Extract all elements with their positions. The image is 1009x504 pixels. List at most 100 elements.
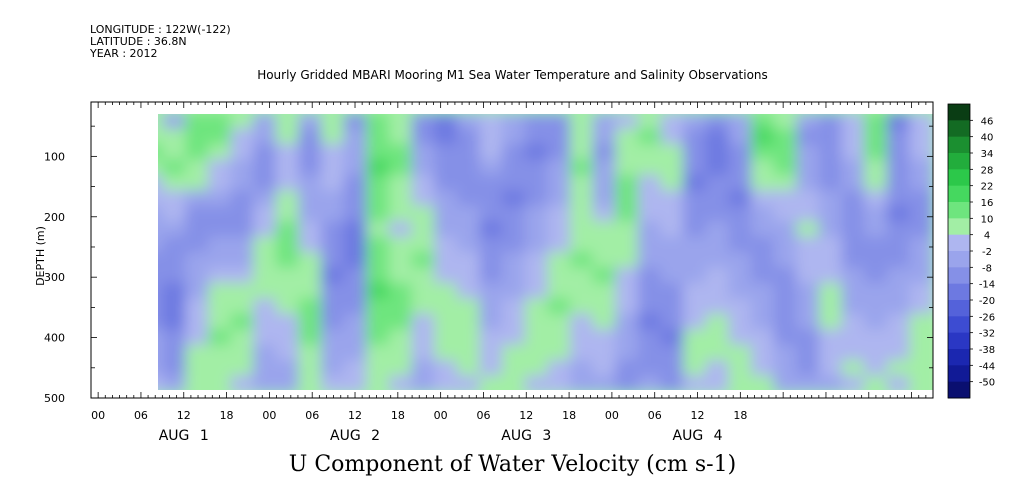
heatmap-cell	[886, 114, 912, 131]
heatmap-cell	[728, 360, 753, 378]
heatmap-cell	[275, 114, 301, 131]
heatmap-cell	[728, 128, 753, 146]
heatmap-cell	[275, 143, 301, 162]
heatmap-cell	[728, 205, 753, 224]
heatmap-cell	[298, 282, 323, 301]
heatmap-cell	[683, 221, 708, 239]
heatmap-cell	[185, 329, 210, 347]
heatmap-cell	[502, 190, 527, 208]
heatmap-cell	[728, 298, 753, 316]
heatmap-cell	[750, 190, 776, 208]
heatmap-cell	[158, 114, 165, 131]
heatmap-cell	[479, 174, 505, 193]
heatmap-cell	[320, 344, 346, 363]
heatmap-cell	[818, 114, 844, 131]
heatmap-cell	[162, 329, 188, 347]
heatmap-cell	[253, 143, 278, 162]
heatmap-field	[158, 114, 933, 390]
heatmap-cell	[773, 174, 799, 193]
chart-subtitle: U Component of Water Velocity (cm s-1)	[288, 452, 737, 477]
heatmap-cell	[343, 221, 369, 239]
heatmap-cell	[162, 114, 188, 131]
heatmap-cell	[818, 128, 844, 146]
heatmap-cell	[253, 298, 278, 316]
x-tick-label: 18	[220, 409, 234, 422]
heatmap-cell	[886, 298, 912, 316]
heatmap-cell	[275, 128, 301, 146]
heatmap-cell	[637, 128, 663, 146]
heatmap-cell	[320, 128, 346, 146]
colorbar-swatch	[948, 169, 970, 187]
heatmap-cell	[592, 298, 618, 316]
colorbar-label: -8	[982, 263, 992, 274]
heatmap-cell	[818, 375, 844, 390]
heatmap-cell	[298, 329, 323, 347]
heatmap-cell	[864, 375, 889, 390]
heatmap-cell	[366, 360, 391, 378]
heatmap-cell	[298, 252, 323, 270]
heatmap-cell	[864, 298, 889, 316]
heatmap-cell	[366, 205, 391, 224]
heatmap-cell	[158, 190, 165, 208]
heatmap-cell	[569, 174, 595, 193]
heatmap-cell	[909, 267, 933, 285]
heatmap-cell	[253, 267, 278, 285]
heatmap-cell	[683, 329, 708, 347]
heatmap-cell	[841, 236, 867, 255]
heatmap-cell	[705, 174, 731, 193]
heatmap-cell	[750, 298, 776, 316]
heatmap-cell	[818, 190, 844, 208]
heatmap-cell	[796, 221, 821, 239]
heatmap-cell	[841, 221, 867, 239]
heatmap-cell	[750, 128, 776, 146]
heatmap-cell	[298, 344, 323, 363]
heatmap-cell	[502, 221, 527, 239]
heatmap-cell	[660, 344, 686, 363]
heatmap-cell	[479, 143, 505, 162]
heatmap-cell	[479, 114, 505, 131]
heatmap-cell	[818, 159, 844, 177]
heatmap-cell	[411, 375, 437, 390]
heatmap-cell	[456, 360, 482, 378]
heatmap-cell	[343, 375, 369, 390]
heatmap-cell	[592, 174, 618, 193]
heatmap-cell	[230, 360, 256, 378]
heatmap-cell	[547, 360, 572, 378]
x-tick-label: 18	[562, 409, 576, 422]
heatmap-cell	[728, 375, 753, 390]
heatmap-cell	[547, 128, 572, 146]
heatmap-cell	[162, 313, 188, 332]
heatmap-cell	[158, 221, 165, 239]
heatmap-cell	[207, 329, 233, 347]
heatmap-cell	[388, 143, 414, 162]
heatmap-cell	[569, 360, 595, 378]
heatmap-cell	[456, 190, 482, 208]
heatmap-cell	[524, 190, 550, 208]
heatmap-cell	[705, 267, 731, 285]
heatmap-cell	[728, 267, 753, 285]
heatmap-cell	[320, 298, 346, 316]
x-tick-label: 18	[733, 409, 747, 422]
heatmap-cell	[683, 159, 708, 177]
colorbar-swatch	[948, 136, 970, 154]
heatmap-cell	[456, 344, 482, 363]
heatmap-cell	[909, 159, 933, 177]
heatmap-cell	[728, 313, 753, 332]
heatmap-cell	[683, 128, 708, 146]
heatmap-cell	[502, 375, 527, 390]
heatmap-cell	[524, 252, 550, 270]
heatmap-cell	[750, 143, 776, 162]
heatmap-cell	[207, 221, 233, 239]
heatmap-cell	[773, 221, 799, 239]
heatmap-cell	[320, 375, 346, 390]
heatmap-cell	[162, 298, 188, 316]
heatmap-cell	[298, 174, 323, 193]
heatmap-cell	[479, 344, 505, 363]
y-tick-label: 400	[44, 332, 65, 345]
heatmap-cell	[253, 344, 278, 363]
heatmap-cell	[298, 236, 323, 255]
heatmap-cell	[388, 360, 414, 378]
x-tick-label: 12	[519, 409, 533, 422]
heatmap-cell	[502, 159, 527, 177]
